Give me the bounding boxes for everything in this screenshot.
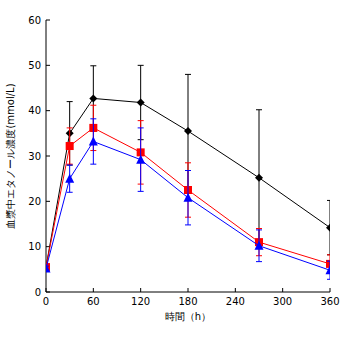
error-bar [256,110,262,246]
y-tick-label: 10 [28,241,41,252]
y-tick [46,292,50,293]
x-tick-label: 300 [273,296,292,307]
data-point [255,241,264,250]
plot-area [46,65,330,279]
data-point [326,224,330,232]
y-tick [46,156,50,157]
y-tick-label: 40 [28,105,41,116]
x-tick-label: 60 [87,296,100,307]
y-tick [46,201,50,202]
data-point [184,127,192,135]
x-tick-label: 180 [178,296,197,307]
x-axis-label: 時間（h） [165,311,211,322]
x-tick [93,288,94,292]
data-point [89,94,97,102]
background [0,0,340,340]
data-point [184,193,193,202]
x-tick [235,288,236,292]
x-tick [46,288,47,292]
y-tick-label: 0 [35,287,41,298]
x-tick [140,288,141,292]
x-tick-label: 360 [320,296,339,307]
y-tick-label: 20 [28,196,41,207]
y-tick [46,110,50,111]
error-bar [185,74,191,187]
y-tick [46,65,50,66]
x-tick [282,288,283,292]
data-point [255,174,263,182]
data-point [89,136,98,145]
error-bar [327,200,330,254]
y-tick-label: 50 [28,60,41,71]
y-axis-label: 血漿中エタノール濃度(mmol/L) [5,83,16,228]
data-point [66,142,74,150]
y-tick-label: 30 [28,151,41,162]
x-tick-label: 120 [131,296,150,307]
y-tick [46,20,50,21]
chart: 0 10 20 30 40 50 60 0 60 120 180 240 300 360 時間（h） 血漿中エ… [0,0,340,340]
data-point [65,174,74,183]
data-point [136,155,145,164]
y-tick-label: 60 [28,15,41,26]
x-tick-label: 240 [226,296,245,307]
data-point [326,265,331,274]
series-line [46,98,330,267]
data-point [137,99,145,107]
data-point [46,263,51,272]
x-tick [330,288,331,292]
x-tick-label: 0 [43,296,49,307]
series-line [46,141,330,270]
x-tick [188,288,189,292]
